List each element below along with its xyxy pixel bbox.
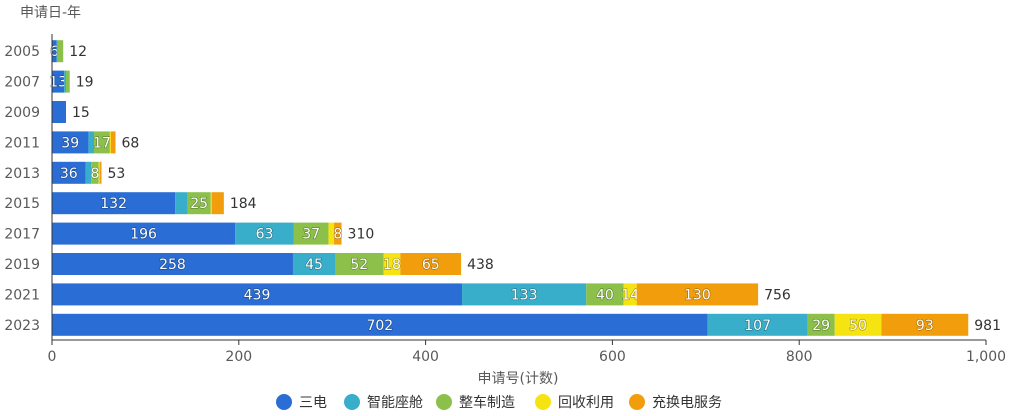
legend-label: 智能座舱 <box>367 395 423 411</box>
category-label-2021: 2021 <box>4 287 40 303</box>
segment-label-2017-4: 8 <box>333 227 342 243</box>
bar-segment-2013-4[interactable] <box>100 162 102 184</box>
bar-segment-2015-4[interactable] <box>212 192 224 214</box>
category-label-2011: 2011 <box>4 135 40 151</box>
legend-item-3[interactable]: 回收利用 <box>535 394 614 411</box>
total-label-2019: 438 <box>467 257 494 273</box>
bar-segment-2011-3[interactable] <box>110 131 111 153</box>
segment-label-2019-1: 45 <box>305 257 323 273</box>
bar-segment-2013-3[interactable] <box>99 162 100 184</box>
segment-label-2021-0: 439 <box>244 287 271 303</box>
x-tick-label: 600 <box>599 349 626 365</box>
x-tick-label: 1,000 <box>966 349 1006 365</box>
segment-label-2019-0: 258 <box>159 257 186 273</box>
bar-segment-2011-4[interactable] <box>111 131 116 153</box>
segment-label-2017-0: 196 <box>130 227 157 243</box>
segment-label-2021-4: 130 <box>684 287 711 303</box>
category-label-2023: 2023 <box>4 318 40 334</box>
total-label-2011: 68 <box>122 135 140 151</box>
segment-label-2011-2: 17 <box>93 135 111 151</box>
legend-swatch <box>535 394 551 410</box>
segment-label-2023-3: 50 <box>849 318 867 334</box>
segment-label-2013-0: 36 <box>60 166 78 182</box>
legend-label: 充换电服务 <box>652 394 722 411</box>
segment-label-2015-0: 132 <box>100 196 127 212</box>
legend-label: 整车制造 <box>459 394 515 411</box>
bar-segment-2007-2[interactable] <box>66 71 70 93</box>
legend[interactable]: 三电 智能座舱 整车制造 回收利用 充换电服务 <box>276 394 722 411</box>
legend-swatch <box>436 394 452 410</box>
total-label-2013: 53 <box>108 166 126 182</box>
category-label-2013: 2013 <box>4 166 40 182</box>
bars-group: 2005612200713192009152011391768201336853… <box>4 40 1001 336</box>
segment-label-2023-4: 93 <box>916 318 934 334</box>
bar-segment-2007-1[interactable] <box>64 71 66 93</box>
total-label-2021: 756 <box>764 287 791 303</box>
total-label-2005: 12 <box>69 44 87 60</box>
bar-segment-2015-1[interactable] <box>175 192 187 214</box>
segment-label-2013-2: 8 <box>91 166 100 182</box>
segment-label-2021-2: 40 <box>596 287 614 303</box>
segment-label-2021-3: 14 <box>621 287 639 303</box>
legend-item-2[interactable]: 整车制造 <box>436 394 515 411</box>
total-label-2015: 184 <box>230 196 257 212</box>
segment-label-2015-2: 25 <box>190 196 208 212</box>
bar-segment-2005-1[interactable] <box>57 40 58 62</box>
bar-segment-2005-2[interactable] <box>58 40 64 62</box>
segment-label-2023-1: 107 <box>744 318 771 334</box>
total-label-2017: 310 <box>348 227 375 243</box>
x-tick-label: 0 <box>48 349 57 365</box>
segment-label-2023-0: 702 <box>366 318 393 334</box>
x-axis-title: 申请号(计数) <box>478 371 559 387</box>
legend-swatch <box>629 394 645 410</box>
legend-label: 三电 <box>299 395 327 411</box>
category-label-2019: 2019 <box>4 257 40 273</box>
legend-item-4[interactable]: 充换电服务 <box>629 394 722 411</box>
category-label-2017: 2017 <box>4 227 40 243</box>
x-tick-label: 800 <box>786 349 813 365</box>
category-label-2005: 2005 <box>4 44 40 60</box>
total-label-2009: 15 <box>72 105 90 121</box>
segment-label-2019-4: 65 <box>422 257 440 273</box>
total-label-2007: 19 <box>76 75 94 91</box>
segment-label-2017-1: 63 <box>256 227 274 243</box>
category-label-2007: 2007 <box>4 75 40 91</box>
segment-label-2017-2: 37 <box>302 227 320 243</box>
total-label-2023: 981 <box>974 318 1001 334</box>
bar-segment-2015-3[interactable] <box>211 192 212 214</box>
segment-label-2021-1: 133 <box>511 287 538 303</box>
legend-label: 回收利用 <box>558 395 614 411</box>
legend-item-1[interactable]: 智能座舱 <box>344 394 423 411</box>
legend-swatch <box>276 394 292 410</box>
x-tick-label: 400 <box>412 349 439 365</box>
segment-label-2011-0: 39 <box>61 135 79 151</box>
segment-label-2019-2: 52 <box>350 257 368 273</box>
legend-item-0[interactable]: 三电 <box>276 394 327 411</box>
y-axis-title: 申请日-年 <box>20 5 81 21</box>
category-label-2009: 2009 <box>4 105 40 121</box>
segment-label-2019-3: 18 <box>383 257 401 273</box>
segment-label-2023-2: 29 <box>812 318 830 334</box>
category-label-2015: 2015 <box>4 196 40 212</box>
x-tick-label: 200 <box>225 349 252 365</box>
bar-segment-2009-0[interactable] <box>52 101 66 123</box>
legend-swatch <box>344 394 360 410</box>
